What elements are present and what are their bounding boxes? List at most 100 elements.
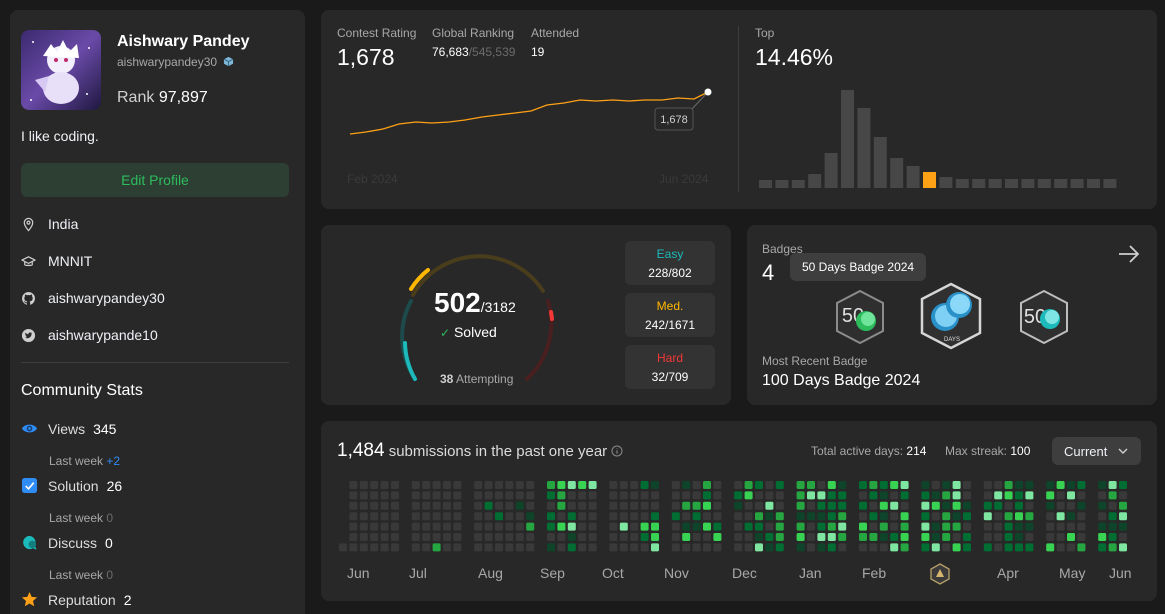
- heatmap-cell[interactable]: [859, 512, 867, 521]
- heatmap-cell[interactable]: [567, 501, 576, 510]
- heatmap-cell[interactable]: [432, 512, 441, 521]
- arrow-right-icon[interactable]: [1117, 243, 1141, 265]
- heatmap-cell[interactable]: [744, 501, 753, 510]
- heatmap-cell[interactable]: [422, 522, 431, 531]
- heatmap-cell[interactable]: [505, 491, 514, 500]
- heatmap-cell[interactable]: [671, 481, 680, 489]
- heatmap-cell[interactable]: [796, 533, 805, 541]
- heatmap-cell[interactable]: [526, 512, 535, 521]
- heatmap-cell[interactable]: [755, 501, 763, 510]
- heatmap-cell[interactable]: [900, 533, 909, 541]
- heatmap-cell[interactable]: [588, 543, 597, 552]
- heatmap-cell[interactable]: [1025, 491, 1034, 500]
- heatmap-cell[interactable]: [942, 522, 951, 531]
- heatmap-cell[interactable]: [484, 543, 493, 552]
- heatmap-cell[interactable]: [1046, 522, 1055, 531]
- heatmap-cell[interactable]: [890, 543, 899, 552]
- heatmap-cell[interactable]: [692, 501, 701, 510]
- heatmap-cell[interactable]: [640, 543, 649, 552]
- heatmap-cell[interactable]: [1015, 501, 1023, 510]
- heatmap-cell[interactable]: [879, 481, 888, 489]
- heatmap-cell[interactable]: [640, 491, 649, 500]
- heatmap-cell[interactable]: [588, 481, 597, 489]
- heatmap-cell[interactable]: [640, 481, 649, 489]
- heatmap-cell[interactable]: [994, 491, 1003, 500]
- heatmap-cell[interactable]: [505, 522, 514, 531]
- heatmap-cell[interactable]: [952, 501, 961, 510]
- heatmap-cell[interactable]: [921, 512, 930, 521]
- heatmap-cell[interactable]: [879, 491, 888, 500]
- heatmap-cell[interactable]: [942, 543, 951, 552]
- heatmap-cell[interactable]: [713, 481, 722, 489]
- heatmap-cell[interactable]: [713, 512, 722, 521]
- heatmap-cell[interactable]: [547, 481, 555, 489]
- heatmap-cell[interactable]: [495, 512, 503, 521]
- heatmap-cell[interactable]: [817, 522, 826, 531]
- medium-box[interactable]: Med. 242/1671: [625, 293, 715, 337]
- heatmap-cell[interactable]: [817, 501, 826, 510]
- heatmap-cell[interactable]: [630, 512, 639, 521]
- heatmap-cell[interactable]: [578, 481, 587, 489]
- heatmap-cell[interactable]: [567, 481, 576, 489]
- heatmap-cell[interactable]: [1015, 522, 1023, 531]
- heatmap-cell[interactable]: [682, 533, 691, 541]
- heatmap-cell[interactable]: [588, 522, 597, 531]
- heatmap-cell[interactable]: [651, 481, 659, 489]
- heatmap-cell[interactable]: [765, 501, 774, 510]
- heatmap-cell[interactable]: [755, 481, 763, 489]
- heatmap-cell[interactable]: [1056, 512, 1065, 521]
- heatmap-cell[interactable]: [807, 533, 815, 541]
- heatmap-cell[interactable]: [838, 501, 847, 510]
- heatmap-cell[interactable]: [1004, 481, 1013, 489]
- heatmap-cell[interactable]: [391, 481, 399, 489]
- heatmap-cell[interactable]: [921, 543, 930, 552]
- heatmap-cell[interactable]: [671, 543, 680, 552]
- heatmap-cell[interactable]: [671, 491, 680, 500]
- heatmap-cell[interactable]: [515, 522, 524, 531]
- heatmap-cell[interactable]: [453, 533, 462, 541]
- heatmap-cell[interactable]: [994, 512, 1003, 521]
- heatmap-cell[interactable]: [931, 491, 940, 500]
- github-link[interactable]: aishwarypandey30: [48, 290, 165, 306]
- heatmap-cell[interactable]: [921, 533, 930, 541]
- heatmap-cell[interactable]: [1025, 543, 1034, 552]
- heatmap-cell[interactable]: [443, 501, 451, 510]
- heatmap-cell[interactable]: [411, 522, 420, 531]
- heatmap-cell[interactable]: [526, 522, 535, 531]
- heatmap-cell[interactable]: [1025, 501, 1034, 510]
- heatmap-cell[interactable]: [859, 491, 867, 500]
- heatmap-cell[interactable]: [963, 501, 971, 510]
- heatmap-cell[interactable]: [1119, 543, 1127, 552]
- heatmap-cell[interactable]: [391, 533, 399, 541]
- heatmap-cell[interactable]: [1025, 481, 1034, 489]
- heatmap-cell[interactable]: [1046, 501, 1055, 510]
- heatmap-cell[interactable]: [983, 512, 992, 521]
- submission-heatmap[interactable]: [321, 421, 1157, 601]
- heatmap-cell[interactable]: [547, 501, 555, 510]
- heatmap-cell[interactable]: [1056, 522, 1065, 531]
- heatmap-cell[interactable]: [713, 522, 722, 531]
- heatmap-cell[interactable]: [827, 491, 836, 500]
- twitter-row[interactable]: aishwarypande10: [21, 327, 158, 343]
- heatmap-cell[interactable]: [879, 501, 888, 510]
- heatmap-cell[interactable]: [703, 491, 711, 500]
- heatmap-cell[interactable]: [1098, 543, 1107, 552]
- heatmap-cell[interactable]: [1067, 512, 1075, 521]
- heatmap-cell[interactable]: [1077, 543, 1086, 552]
- heatmap-cell[interactable]: [952, 491, 961, 500]
- heatmap-cell[interactable]: [827, 481, 836, 489]
- heatmap-cell[interactable]: [474, 533, 483, 541]
- heatmap-cell[interactable]: [391, 522, 399, 531]
- heatmap-cell[interactable]: [755, 543, 763, 552]
- heatmap-cell[interactable]: [1098, 512, 1107, 521]
- heatmap-cell[interactable]: [1077, 481, 1086, 489]
- heatmap-cell[interactable]: [640, 512, 649, 521]
- heatmap-cell[interactable]: [952, 543, 961, 552]
- heatmap-cell[interactable]: [1119, 481, 1127, 489]
- heatmap-cell[interactable]: [630, 522, 639, 531]
- heatmap-cell[interactable]: [744, 481, 753, 489]
- heatmap-cell[interactable]: [578, 533, 587, 541]
- heatmap-cell[interactable]: [827, 512, 836, 521]
- heatmap-cell[interactable]: [495, 533, 503, 541]
- heatmap-cell[interactable]: [484, 512, 493, 521]
